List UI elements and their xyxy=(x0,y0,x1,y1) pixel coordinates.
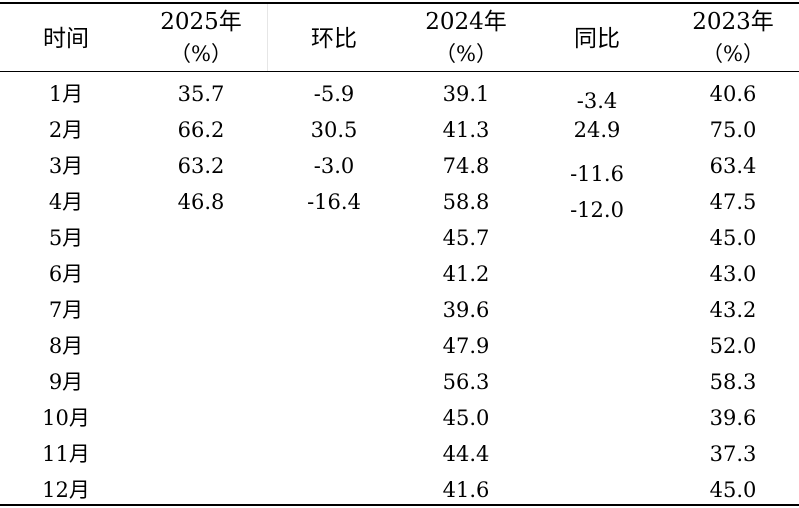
cell-month: 12月 xyxy=(42,478,90,502)
cell-value-2024: 74.8 xyxy=(442,154,490,178)
top-rule xyxy=(0,2,799,4)
cell-month: 3月 xyxy=(48,154,84,178)
cell-value-2024: 56.3 xyxy=(442,370,490,394)
cell-value-2023: 75.0 xyxy=(709,118,757,142)
table-row: 9月 56.3 58.3 xyxy=(0,364,799,400)
cell-value-2024: 39.1 xyxy=(442,82,490,106)
cell-value-2024: 41.2 xyxy=(442,262,490,286)
cell-value-2025: 35.7 xyxy=(177,82,225,106)
table-row: 11月 44.4 37.3 xyxy=(0,436,799,472)
table-row: 7月 39.6 43.2 xyxy=(0,292,799,328)
cell-yoy-change: -11.6 xyxy=(570,162,624,186)
cell-value-2023: 63.4 xyxy=(709,154,757,178)
cell-month: 4月 xyxy=(48,190,84,214)
cell-value-2024: 58.8 xyxy=(442,190,490,214)
cell-value-2023: 43.0 xyxy=(709,262,757,286)
cell-yoy-change: -12.0 xyxy=(570,198,624,222)
table-row: 1月 35.7 -5.9 39.1 -3.4 40.6 xyxy=(0,76,799,113)
cell-value-2024: 41.6 xyxy=(442,478,490,502)
cell-value-2023: 37.3 xyxy=(709,442,757,466)
cell-value-2024: 41.3 xyxy=(442,118,490,142)
table-row: 5月 45.7 45.0 xyxy=(0,220,799,256)
table-row: 2月 66.2 30.5 41.3 24.9 75.0 xyxy=(0,112,799,148)
cell-month: 2月 xyxy=(48,118,84,142)
header-mom-change: 环比 xyxy=(311,26,357,52)
cell-yoy-change: 24.9 xyxy=(573,118,621,142)
header-value-2023-unit: （%） xyxy=(702,42,764,66)
cell-month: 9月 xyxy=(48,370,84,394)
cell-value-2024: 45.7 xyxy=(442,226,490,250)
cell-value-2024: 39.6 xyxy=(442,298,490,322)
table-row: 8月 47.9 52.0 xyxy=(0,328,799,364)
table-row: 10月 45.0 39.6 xyxy=(0,400,799,436)
cell-month: 5月 xyxy=(48,226,84,250)
cell-value-2023: 40.6 xyxy=(709,82,757,106)
cell-month: 10月 xyxy=(42,406,90,430)
cell-yoy-change: -3.4 xyxy=(576,89,618,113)
cell-mom-change: -5.9 xyxy=(313,82,355,106)
cell-month: 1月 xyxy=(48,82,84,106)
cell-value-2024: 45.0 xyxy=(442,406,490,430)
table-row: 12月 41.6 45.0 xyxy=(0,472,799,508)
header-month: 时间 xyxy=(43,26,89,52)
header-value-2024-unit: （%） xyxy=(435,42,497,66)
cell-value-2023: 58.3 xyxy=(709,370,757,394)
header-value-2024: 2024年 xyxy=(425,9,507,35)
cell-value-2025: 63.2 xyxy=(177,154,225,178)
cell-value-2023: 45.0 xyxy=(709,226,757,250)
cell-value-2024: 47.9 xyxy=(442,334,490,358)
cell-month: 11月 xyxy=(42,442,90,466)
header-value-2023: 2023年 xyxy=(692,9,774,35)
cell-value-2024: 44.4 xyxy=(442,442,490,466)
table-row: 6月 41.2 43.0 xyxy=(0,256,799,292)
table-row: 4月 46.8 -16.4 58.8 -12.0 47.5 xyxy=(0,184,799,222)
cell-value-2025: 46.8 xyxy=(177,190,225,214)
cell-month: 7月 xyxy=(48,298,84,322)
cell-value-2023: 52.0 xyxy=(709,334,757,358)
cell-value-2025: 66.2 xyxy=(177,118,225,142)
bottom-rule xyxy=(0,504,799,506)
header-value-2025: 2025年 xyxy=(160,9,242,35)
cell-value-2023: 47.5 xyxy=(709,190,757,214)
cell-value-2023: 45.0 xyxy=(709,478,757,502)
header-rule xyxy=(0,71,799,72)
cell-value-2023: 39.6 xyxy=(709,406,757,430)
cell-month: 6月 xyxy=(48,262,84,286)
cell-mom-change: -3.0 xyxy=(313,154,355,178)
cell-month: 8月 xyxy=(48,334,84,358)
cell-value-2023: 43.2 xyxy=(709,298,757,322)
cell-mom-change: -16.4 xyxy=(307,190,361,214)
header-yoy-change: 同比 xyxy=(574,26,620,52)
header-value-2025-unit: （%） xyxy=(170,42,232,66)
cell-mom-change: 30.5 xyxy=(310,118,358,142)
header-separator xyxy=(267,4,268,71)
table-row: 3月 63.2 -3.0 74.8 -11.6 63.4 xyxy=(0,148,799,186)
